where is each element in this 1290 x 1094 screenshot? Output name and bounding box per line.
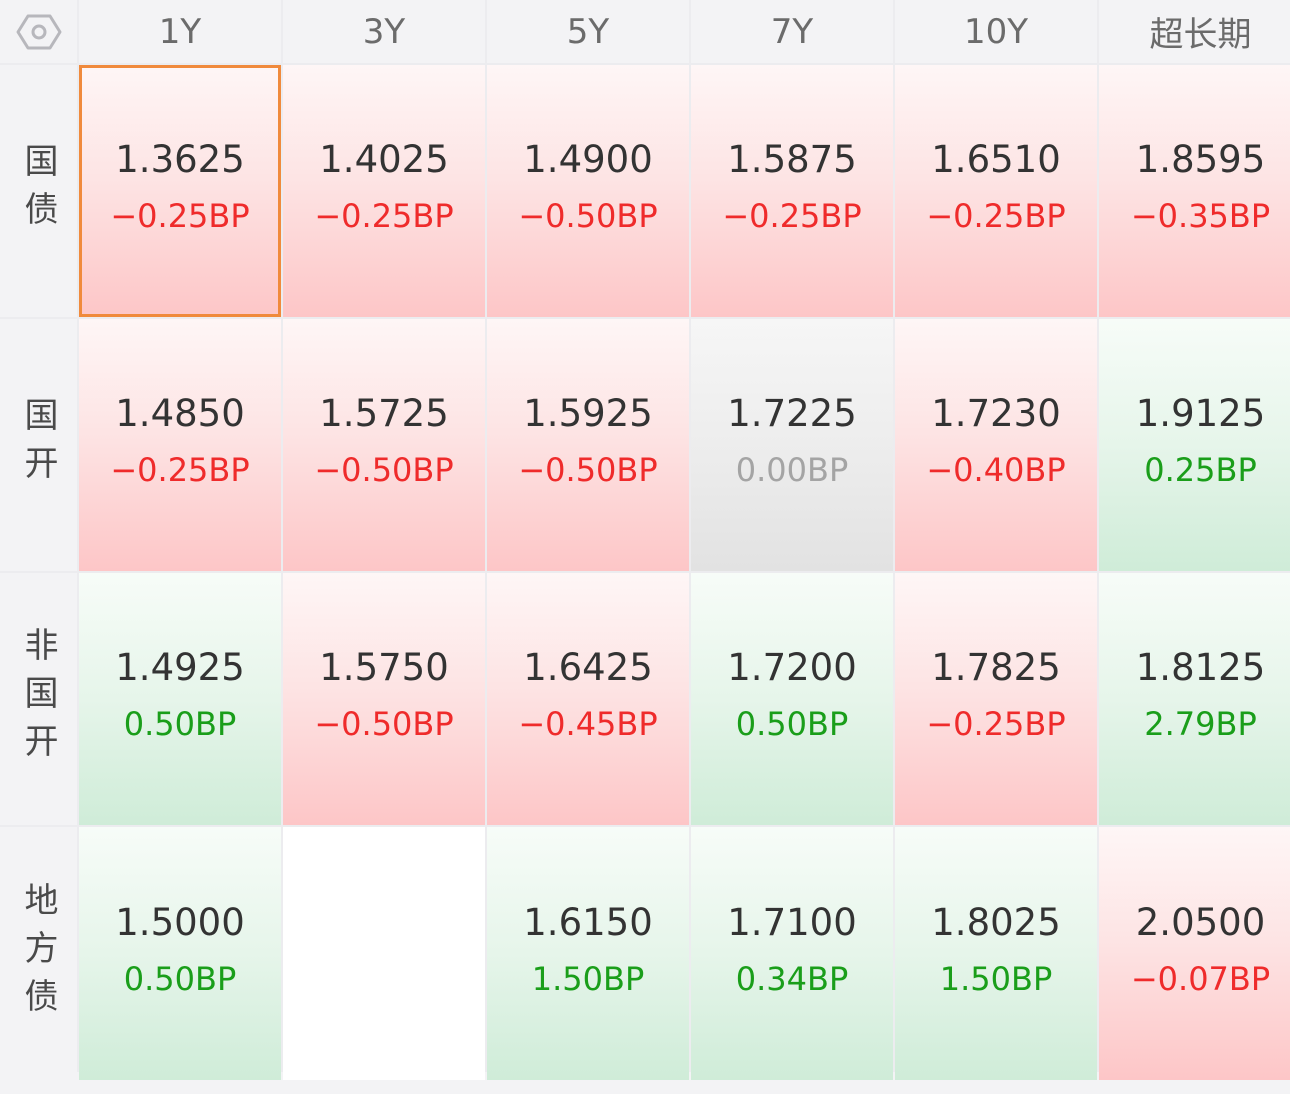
- yield-change: −0.50BP: [518, 451, 658, 489]
- yield-change: 0.00BP: [735, 451, 849, 489]
- column-header-7y[interactable]: 7Y: [691, 0, 893, 63]
- row-label-text: 国债: [18, 143, 58, 239]
- yield-change: 0.50BP: [123, 959, 237, 998]
- yield-value: 1.6150: [523, 900, 653, 944]
- yield-value: 1.5875: [727, 138, 857, 181]
- yield-change: 2.79BP: [1144, 705, 1257, 743]
- yield-value: 1.7200: [727, 646, 857, 689]
- yield-cell[interactable]: 1.5750 −0.50BP: [283, 573, 485, 825]
- yield-cell[interactable]: [283, 827, 485, 1080]
- yield-value: 1.3625: [115, 138, 245, 181]
- yield-value: 1.8125: [1135, 646, 1266, 689]
- yield-cell[interactable]: 1.8595 −0.35BP: [1099, 65, 1290, 317]
- yield-value: 1.4900: [523, 138, 653, 181]
- yield-cell[interactable]: 1.7200 0.50BP: [691, 573, 893, 825]
- yield-change: −0.25BP: [110, 451, 250, 489]
- yield-cell[interactable]: 1.9125 0.25BP: [1099, 319, 1290, 571]
- column-header-5y[interactable]: 5Y: [487, 0, 689, 63]
- yield-change: 0.50BP: [735, 705, 849, 743]
- yield-cell[interactable]: 1.4900 −0.50BP: [487, 65, 689, 317]
- row-label-text: 地方债: [18, 881, 58, 1026]
- row-label-cdb[interactable]: 国开: [0, 319, 77, 571]
- yield-change: −0.07BP: [1130, 959, 1271, 998]
- yield-change: −0.50BP: [518, 197, 658, 235]
- column-header-ultra-long[interactable]: 超长期: [1099, 0, 1290, 63]
- yield-value: 1.4025: [319, 138, 449, 181]
- row-label-non-cdb-policy[interactable]: 非国开: [0, 573, 77, 825]
- yield-change: −0.50BP: [314, 705, 454, 743]
- yield-change: −0.25BP: [926, 705, 1066, 743]
- yield-value: 2.0500: [1135, 900, 1266, 944]
- yield-cell[interactable]: 1.5875 −0.25BP: [691, 65, 893, 317]
- settings-button[interactable]: [0, 0, 77, 63]
- yield-change: 1.50BP: [939, 959, 1053, 998]
- yield-value: 1.7100: [727, 900, 857, 944]
- column-header-10y[interactable]: 10Y: [895, 0, 1097, 63]
- yield-value: 1.7225: [727, 392, 857, 435]
- yield-cell[interactable]: 1.5725 −0.50BP: [283, 319, 485, 571]
- row-label-text: 国开: [18, 397, 58, 493]
- yield-change: −0.50BP: [314, 451, 454, 489]
- yield-cell[interactable]: 1.4925 0.50BP: [79, 573, 281, 825]
- yield-cell[interactable]: 1.6150 1.50BP: [487, 827, 689, 1080]
- yield-value: 1.9125: [1135, 392, 1266, 435]
- yield-value: 1.4925: [115, 646, 245, 689]
- yield-cell[interactable]: 1.6425 −0.45BP: [487, 573, 689, 825]
- yield-cell[interactable]: 1.7100 0.34BP: [691, 827, 893, 1080]
- yield-cell[interactable]: 1.8125 2.79BP: [1099, 573, 1290, 825]
- column-header-3y[interactable]: 3Y: [283, 0, 485, 63]
- yield-value: 1.5725: [319, 392, 449, 435]
- yield-change: 1.50BP: [531, 959, 645, 998]
- yield-change: −0.45BP: [518, 705, 658, 743]
- yield-value: 1.5925: [523, 392, 653, 435]
- yield-cell[interactable]: 1.8025 1.50BP: [895, 827, 1097, 1080]
- yield-change: −0.25BP: [314, 197, 454, 235]
- yield-value: 1.7825: [931, 646, 1061, 689]
- hexagon-settings-icon: [16, 14, 61, 49]
- yield-value: 1.6510: [931, 138, 1061, 181]
- yield-change: −0.25BP: [926, 197, 1066, 235]
- yield-change: 0.34BP: [735, 959, 849, 998]
- yield-value: 1.8025: [931, 900, 1061, 944]
- yield-change: 0.50BP: [123, 705, 237, 743]
- yield-value: 1.5000: [115, 900, 245, 944]
- yield-cell[interactable]: 1.7230 −0.40BP: [895, 319, 1097, 571]
- yield-change: 0.25BP: [1144, 451, 1257, 489]
- yield-value: 1.7230: [931, 392, 1061, 435]
- yield-change: −0.25BP: [722, 197, 862, 235]
- yield-cell[interactable]: 1.3625 −0.25BP: [79, 65, 281, 317]
- yield-cell[interactable]: 1.6510 −0.25BP: [895, 65, 1097, 317]
- yield-cell[interactable]: 1.4850 −0.25BP: [79, 319, 281, 571]
- yield-value: 1.8595: [1135, 138, 1266, 181]
- yield-cell[interactable]: 2.0500 −0.07BP: [1099, 827, 1290, 1080]
- yield-cell[interactable]: 1.7825 −0.25BP: [895, 573, 1097, 825]
- yield-change: −0.35BP: [1130, 197, 1271, 235]
- yield-value: 1.6425: [523, 646, 653, 689]
- row-label-text: 非国开: [18, 627, 58, 771]
- yield-change: −0.40BP: [926, 451, 1066, 489]
- row-label-treasury[interactable]: 国债: [0, 65, 77, 317]
- yield-value: 1.4850: [115, 392, 245, 435]
- yield-cell[interactable]: 1.5925 −0.50BP: [487, 319, 689, 571]
- yield-value: 1.5750: [319, 646, 449, 689]
- yield-cell[interactable]: 1.4025 −0.25BP: [283, 65, 485, 317]
- yield-cell[interactable]: 1.5000 0.50BP: [79, 827, 281, 1080]
- yield-change: −0.25BP: [110, 197, 250, 235]
- yield-cell[interactable]: 1.7225 0.00BP: [691, 319, 893, 571]
- row-label-local-gov[interactable]: 地方债: [0, 827, 77, 1080]
- column-header-1y[interactable]: 1Y: [79, 0, 281, 63]
